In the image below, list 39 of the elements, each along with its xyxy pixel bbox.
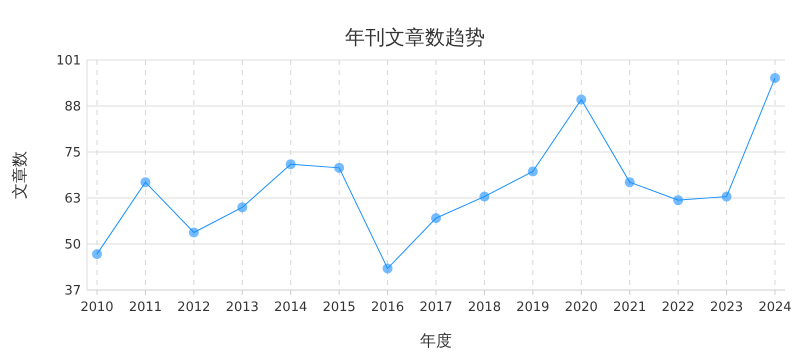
x-tick-label: 2024	[758, 300, 792, 315]
point	[431, 213, 441, 224]
x-tick-label: 2012	[177, 300, 210, 315]
point	[382, 263, 393, 274]
x-tick-label: 2018	[468, 300, 501, 315]
x-tick-label: 2015	[322, 300, 356, 315]
x-tick-label: 2011	[128, 300, 162, 315]
point	[188, 228, 199, 238]
x-tick-label: 2019	[516, 300, 550, 315]
x-tick-label: 2020	[564, 300, 598, 315]
x-tick-label: 2010	[80, 300, 114, 315]
point	[770, 72, 780, 83]
point	[576, 94, 586, 105]
x-tick-label: 2016	[371, 300, 404, 315]
x-tick-label: 2013	[226, 300, 259, 315]
y-tick-label: 88	[64, 100, 81, 114]
y-tick-label: 63	[64, 192, 81, 206]
point	[479, 192, 490, 202]
x-axis-title: 年度	[420, 331, 452, 350]
y-tick-label: 50	[64, 238, 81, 252]
point	[92, 249, 102, 260]
x-tick-label: 2021	[613, 300, 646, 315]
x-tick-label: 2014	[274, 300, 308, 315]
y-tick-label: 101	[56, 54, 81, 68]
y-axis-title: 文章数	[10, 151, 29, 199]
point	[722, 192, 732, 202]
chart-title: 年刊文章数趋势	[345, 25, 485, 49]
point	[673, 195, 684, 206]
point	[528, 166, 538, 176]
x-tick-label: 2023	[710, 300, 744, 315]
x-tick-label: 2022	[662, 300, 695, 315]
point	[334, 162, 344, 173]
point	[286, 159, 296, 170]
x-tick-label: 2017	[419, 300, 453, 315]
y-tick-label: 37	[64, 284, 81, 298]
point	[140, 177, 150, 188]
point	[237, 202, 248, 212]
point	[624, 177, 635, 188]
y-tick-label: 75	[64, 146, 81, 160]
